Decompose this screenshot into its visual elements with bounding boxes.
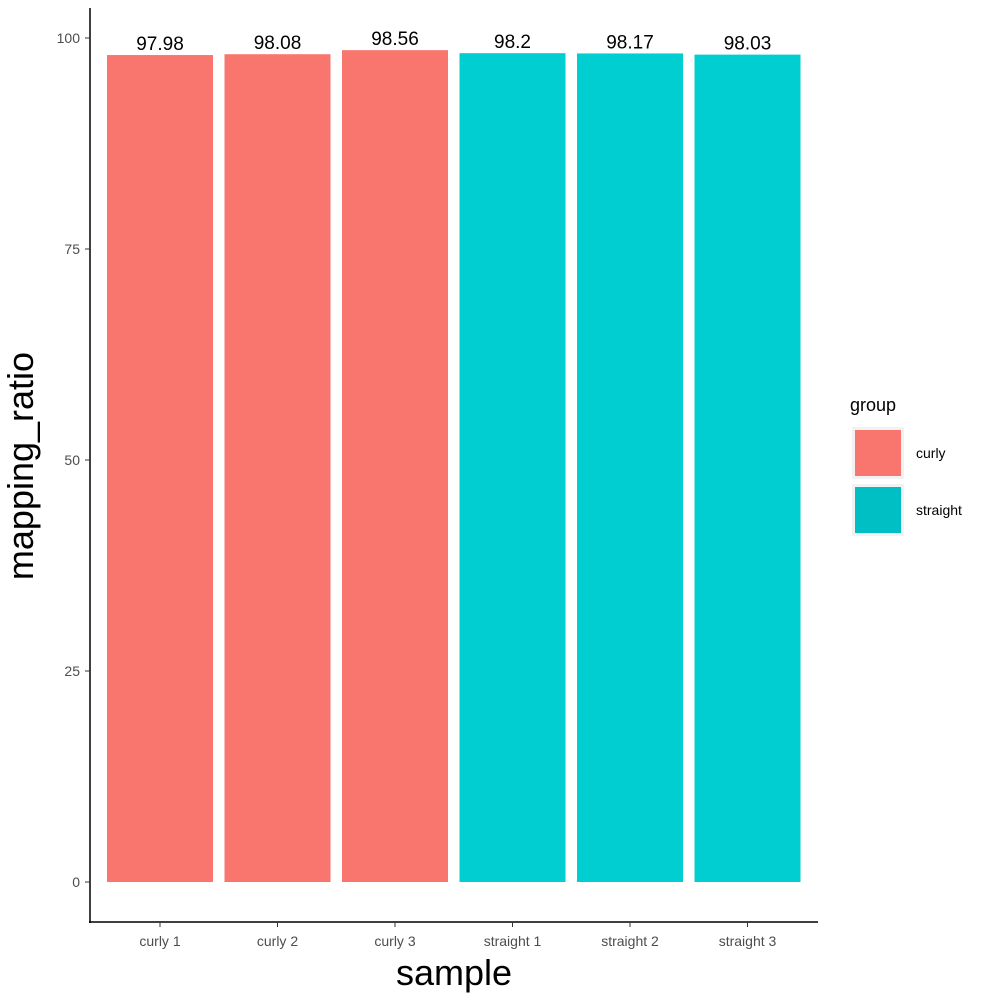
legend-label-straight: straight — [916, 502, 962, 518]
x-tick-label-straight-3: straight 3 — [719, 933, 777, 949]
x-tick-label-curly-2: curly 2 — [257, 933, 298, 949]
y-tick-label-50: 50 — [64, 452, 80, 468]
legend: group curly straight — [850, 395, 962, 536]
bar-straight-3 — [694, 54, 801, 882]
x-axis-title: sample — [396, 952, 512, 993]
bars-layer — [107, 50, 801, 883]
y-tick-label-0: 0 — [72, 874, 80, 890]
data-label-curly-3: 98.56 — [371, 29, 419, 50]
legend-entry-straight: straight — [852, 484, 962, 536]
x-tick-label-curly-3: curly 3 — [374, 933, 415, 949]
bar-curly-1 — [107, 55, 213, 882]
x-tick-label-straight-1: straight 1 — [484, 933, 542, 949]
bar-straight-2 — [577, 53, 683, 883]
legend-swatch-straight — [855, 487, 901, 533]
bar-straight-1 — [459, 53, 566, 882]
data-label-curly-1: 97.98 — [136, 34, 184, 55]
legend-title: group — [850, 395, 896, 415]
y-tick-label-75: 75 — [64, 241, 80, 257]
data-labels-layer: 97.98 98.08 98.56 98.2 98.17 98.03 — [136, 29, 771, 55]
bar-curly-2 — [224, 54, 331, 883]
legend-label-curly: curly — [916, 445, 946, 461]
y-tick-label-100: 100 — [57, 30, 81, 46]
bar-curly-3 — [342, 50, 448, 882]
x-tick-label-straight-2: straight 2 — [601, 933, 659, 949]
data-label-straight-3: 98.03 — [724, 34, 772, 55]
legend-entry-curly: curly — [852, 427, 946, 479]
x-ticks-layer: curly 1 curly 2 curly 3 straight 1 straight … — [139, 922, 777, 949]
y-ticks-layer: 0 25 50 75 100 — [57, 30, 90, 890]
legend-swatch-curly — [855, 430, 901, 476]
data-label-curly-2: 98.08 — [254, 33, 302, 54]
y-axis-title: mapping_ratio — [0, 352, 41, 580]
x-tick-label-curly-1: curly 1 — [139, 933, 180, 949]
data-label-straight-1: 98.2 — [494, 32, 531, 53]
y-tick-label-25: 25 — [64, 663, 80, 679]
data-label-straight-2: 98.17 — [606, 32, 654, 53]
